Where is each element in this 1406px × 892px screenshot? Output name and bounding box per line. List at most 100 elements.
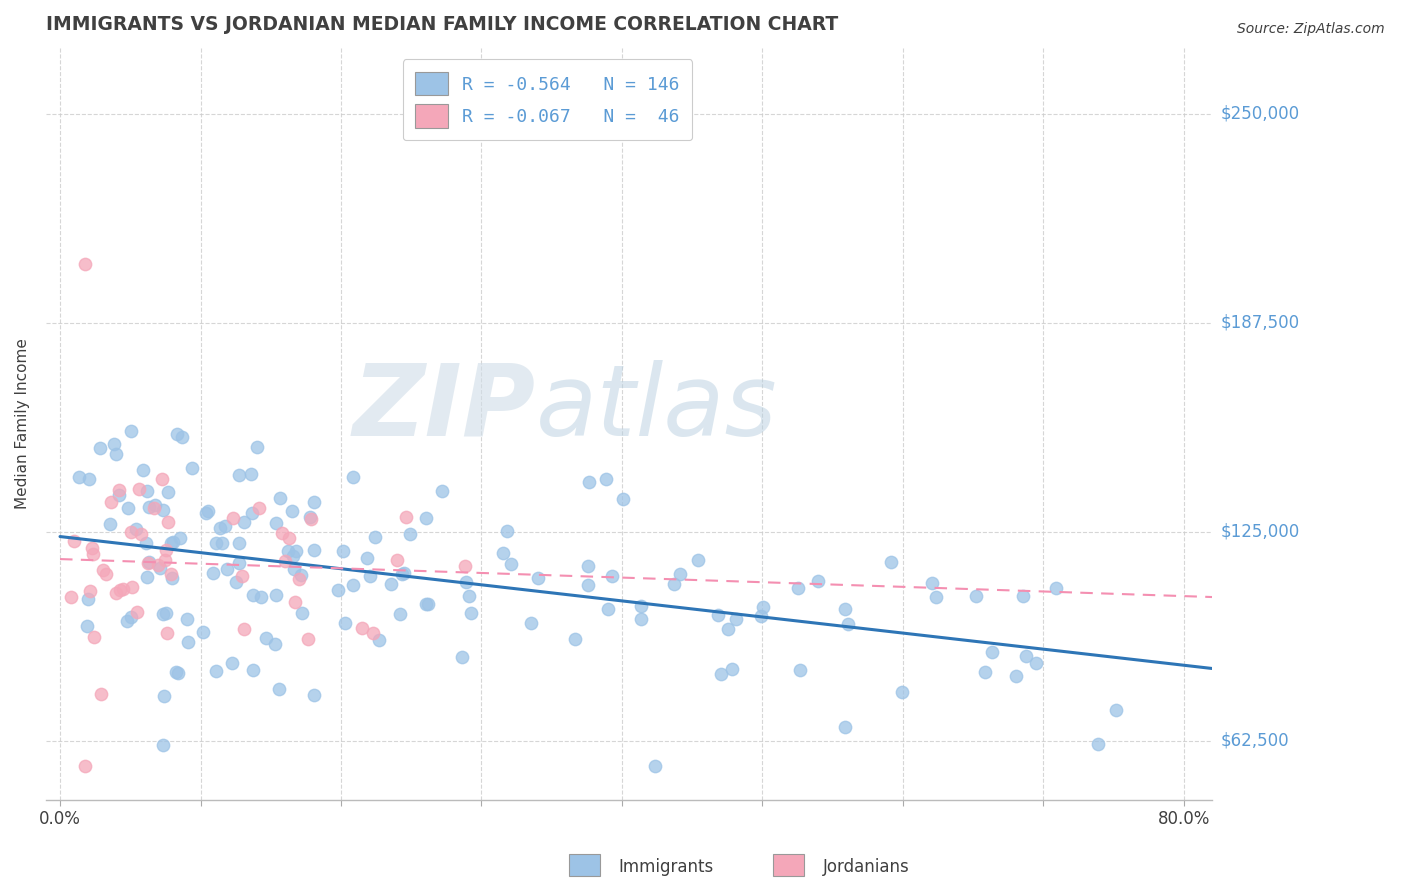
- Point: [100, 494, 122, 508]
- Point: [228, 536, 250, 550]
- Point: [288, 572, 311, 586]
- Point: [274, 554, 297, 568]
- Point: [83, 630, 105, 644]
- Point: [644, 759, 666, 773]
- Point: [80, 541, 103, 555]
- Point: [75, 759, 97, 773]
- Point: [167, 665, 190, 680]
- Point: [156, 485, 179, 500]
- Point: [239, 467, 262, 482]
- Point: [105, 447, 128, 461]
- Point: [576, 559, 599, 574]
- Point: [925, 590, 948, 604]
- Point: [169, 531, 191, 545]
- Point: [394, 509, 416, 524]
- Point: [527, 571, 550, 585]
- Point: [76, 618, 98, 632]
- Point: [1005, 669, 1028, 683]
- Point: [284, 595, 307, 609]
- Point: [108, 583, 131, 598]
- Point: [193, 624, 215, 639]
- Point: [285, 544, 308, 558]
- Point: [201, 566, 224, 580]
- Point: [59, 590, 82, 604]
- Point: [290, 567, 312, 582]
- Point: [399, 526, 422, 541]
- Point: [153, 690, 176, 704]
- Point: [460, 606, 482, 620]
- Point: [520, 615, 543, 630]
- Point: [454, 575, 477, 590]
- Point: [159, 536, 181, 550]
- Point: [752, 600, 775, 615]
- Point: [278, 531, 301, 545]
- Point: [688, 553, 710, 567]
- Point: [211, 536, 233, 550]
- Text: ZIP: ZIP: [353, 359, 536, 457]
- Text: IMMIGRANTS VS JORDANIAN MEDIAN FAMILY INCOME CORRELATION CHART: IMMIGRANTS VS JORDANIAN MEDIAN FAMILY IN…: [46, 15, 838, 34]
- Point: [150, 472, 173, 486]
- Point: [165, 665, 187, 679]
- Point: [965, 589, 987, 603]
- Point: [595, 472, 617, 486]
- Point: [364, 530, 387, 544]
- Text: Immigrants: Immigrants: [619, 858, 714, 876]
- Point: [332, 543, 354, 558]
- Point: [392, 566, 415, 580]
- Point: [128, 482, 150, 496]
- Point: [451, 649, 474, 664]
- Point: [228, 557, 250, 571]
- Point: [600, 569, 623, 583]
- Point: [225, 575, 247, 590]
- Text: $62,500: $62,500: [1220, 732, 1289, 750]
- Point: [120, 610, 142, 624]
- Point: [75, 257, 97, 271]
- Point: [79, 584, 101, 599]
- Point: [304, 494, 326, 508]
- Point: [217, 561, 239, 575]
- Point: [302, 543, 325, 558]
- Point: [89, 441, 111, 455]
- Point: [418, 597, 440, 611]
- Point: [222, 510, 245, 524]
- Point: [115, 614, 138, 628]
- Point: [974, 665, 997, 679]
- Point: [1045, 581, 1067, 595]
- Point: [242, 663, 264, 677]
- Point: [458, 589, 481, 603]
- Legend: R = -0.564   N = 146, R = -0.067   N =  46: R = -0.564 N = 146, R = -0.067 N = 46: [402, 60, 692, 140]
- Point: [662, 577, 685, 591]
- Point: [277, 544, 299, 558]
- Point: [264, 588, 287, 602]
- Point: [271, 526, 294, 541]
- Point: [155, 606, 177, 620]
- Y-axis label: Median Family Income: Median Family Income: [15, 338, 30, 508]
- Point: [387, 553, 409, 567]
- Point: [721, 662, 744, 676]
- Point: [63, 533, 86, 548]
- Point: [138, 555, 160, 569]
- Point: [710, 667, 733, 681]
- Point: [121, 580, 143, 594]
- Point: [749, 608, 772, 623]
- Text: $187,500: $187,500: [1220, 314, 1299, 332]
- Point: [127, 605, 149, 619]
- Point: [807, 574, 830, 588]
- Point: [264, 516, 287, 530]
- Point: [136, 570, 159, 584]
- Point: [91, 563, 114, 577]
- Point: [82, 547, 104, 561]
- Point: [267, 682, 290, 697]
- Point: [328, 582, 350, 597]
- Point: [120, 425, 142, 439]
- Point: [281, 549, 304, 563]
- Point: [138, 500, 160, 515]
- Point: [246, 440, 269, 454]
- Point: [135, 484, 157, 499]
- Point: [578, 475, 600, 490]
- Point: [143, 498, 166, 512]
- Point: [359, 569, 381, 583]
- Point: [148, 558, 170, 573]
- Point: [177, 635, 200, 649]
- Point: [630, 611, 652, 625]
